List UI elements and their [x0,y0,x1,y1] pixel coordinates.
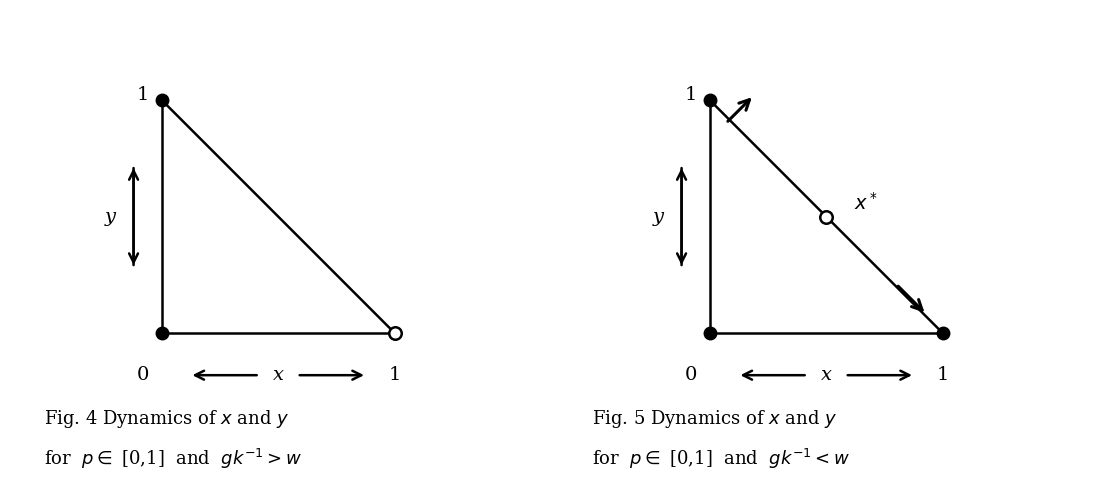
Text: y: y [105,208,116,226]
Text: for  $p\in$ [0,1]  and  $gk^{-1} < w$: for $p\in$ [0,1] and $gk^{-1} < w$ [592,447,849,471]
Text: 1: 1 [937,366,949,384]
Text: x: x [821,366,832,384]
Text: y: y [653,208,664,226]
Text: $x^*$: $x^*$ [854,191,878,213]
Text: x: x [273,366,284,384]
Text: 1: 1 [137,86,149,104]
Text: 1: 1 [685,86,697,104]
Text: 1: 1 [389,366,401,384]
Text: 0: 0 [137,366,149,384]
Text: Fig. 4 Dynamics of $x$ and $y$: Fig. 4 Dynamics of $x$ and $y$ [44,408,289,430]
Text: for  $p\in$ [0,1]  and  $gk^{-1} > w$: for $p\in$ [0,1] and $gk^{-1} > w$ [44,447,301,471]
Text: 0: 0 [685,366,697,384]
Text: Fig. 5 Dynamics of $x$ and $y$: Fig. 5 Dynamics of $x$ and $y$ [592,408,837,430]
